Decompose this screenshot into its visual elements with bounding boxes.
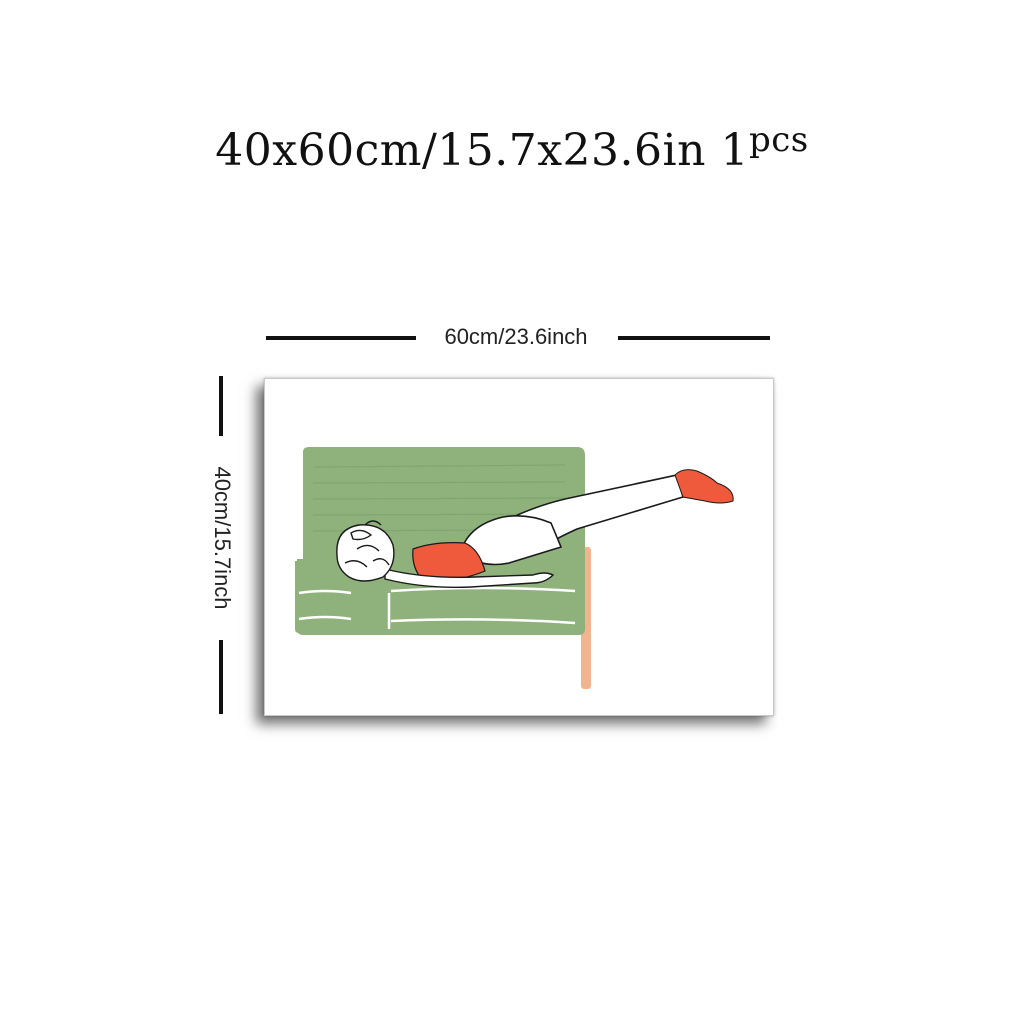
quantity-unit: pcs xyxy=(748,120,809,160)
quantity-value: 1 xyxy=(720,125,749,176)
product-title: 40x60cm/15.7x23.6in 1pcs xyxy=(0,120,1024,176)
artwork-illustration xyxy=(295,447,734,689)
arm xyxy=(384,568,555,589)
height-dimension-label: 40cm/15.7inch xyxy=(210,466,235,610)
width-dimension-line-left xyxy=(266,336,416,340)
red-top xyxy=(412,542,486,584)
size-text: 40x60cm/15.7x23.6in xyxy=(215,125,706,176)
canvas-print xyxy=(264,378,774,716)
pants-hip xyxy=(460,515,563,566)
width-dimension-line-right xyxy=(618,336,770,340)
hair xyxy=(336,520,395,582)
cushion-lines xyxy=(298,586,576,629)
sofa-arm-left xyxy=(295,561,355,633)
height-dimension-line-bottom xyxy=(219,640,223,714)
height-dimension-line-top xyxy=(219,376,223,436)
width-dimension-label: 60cm/23.6inch xyxy=(444,324,588,349)
sock-foot xyxy=(674,469,734,504)
